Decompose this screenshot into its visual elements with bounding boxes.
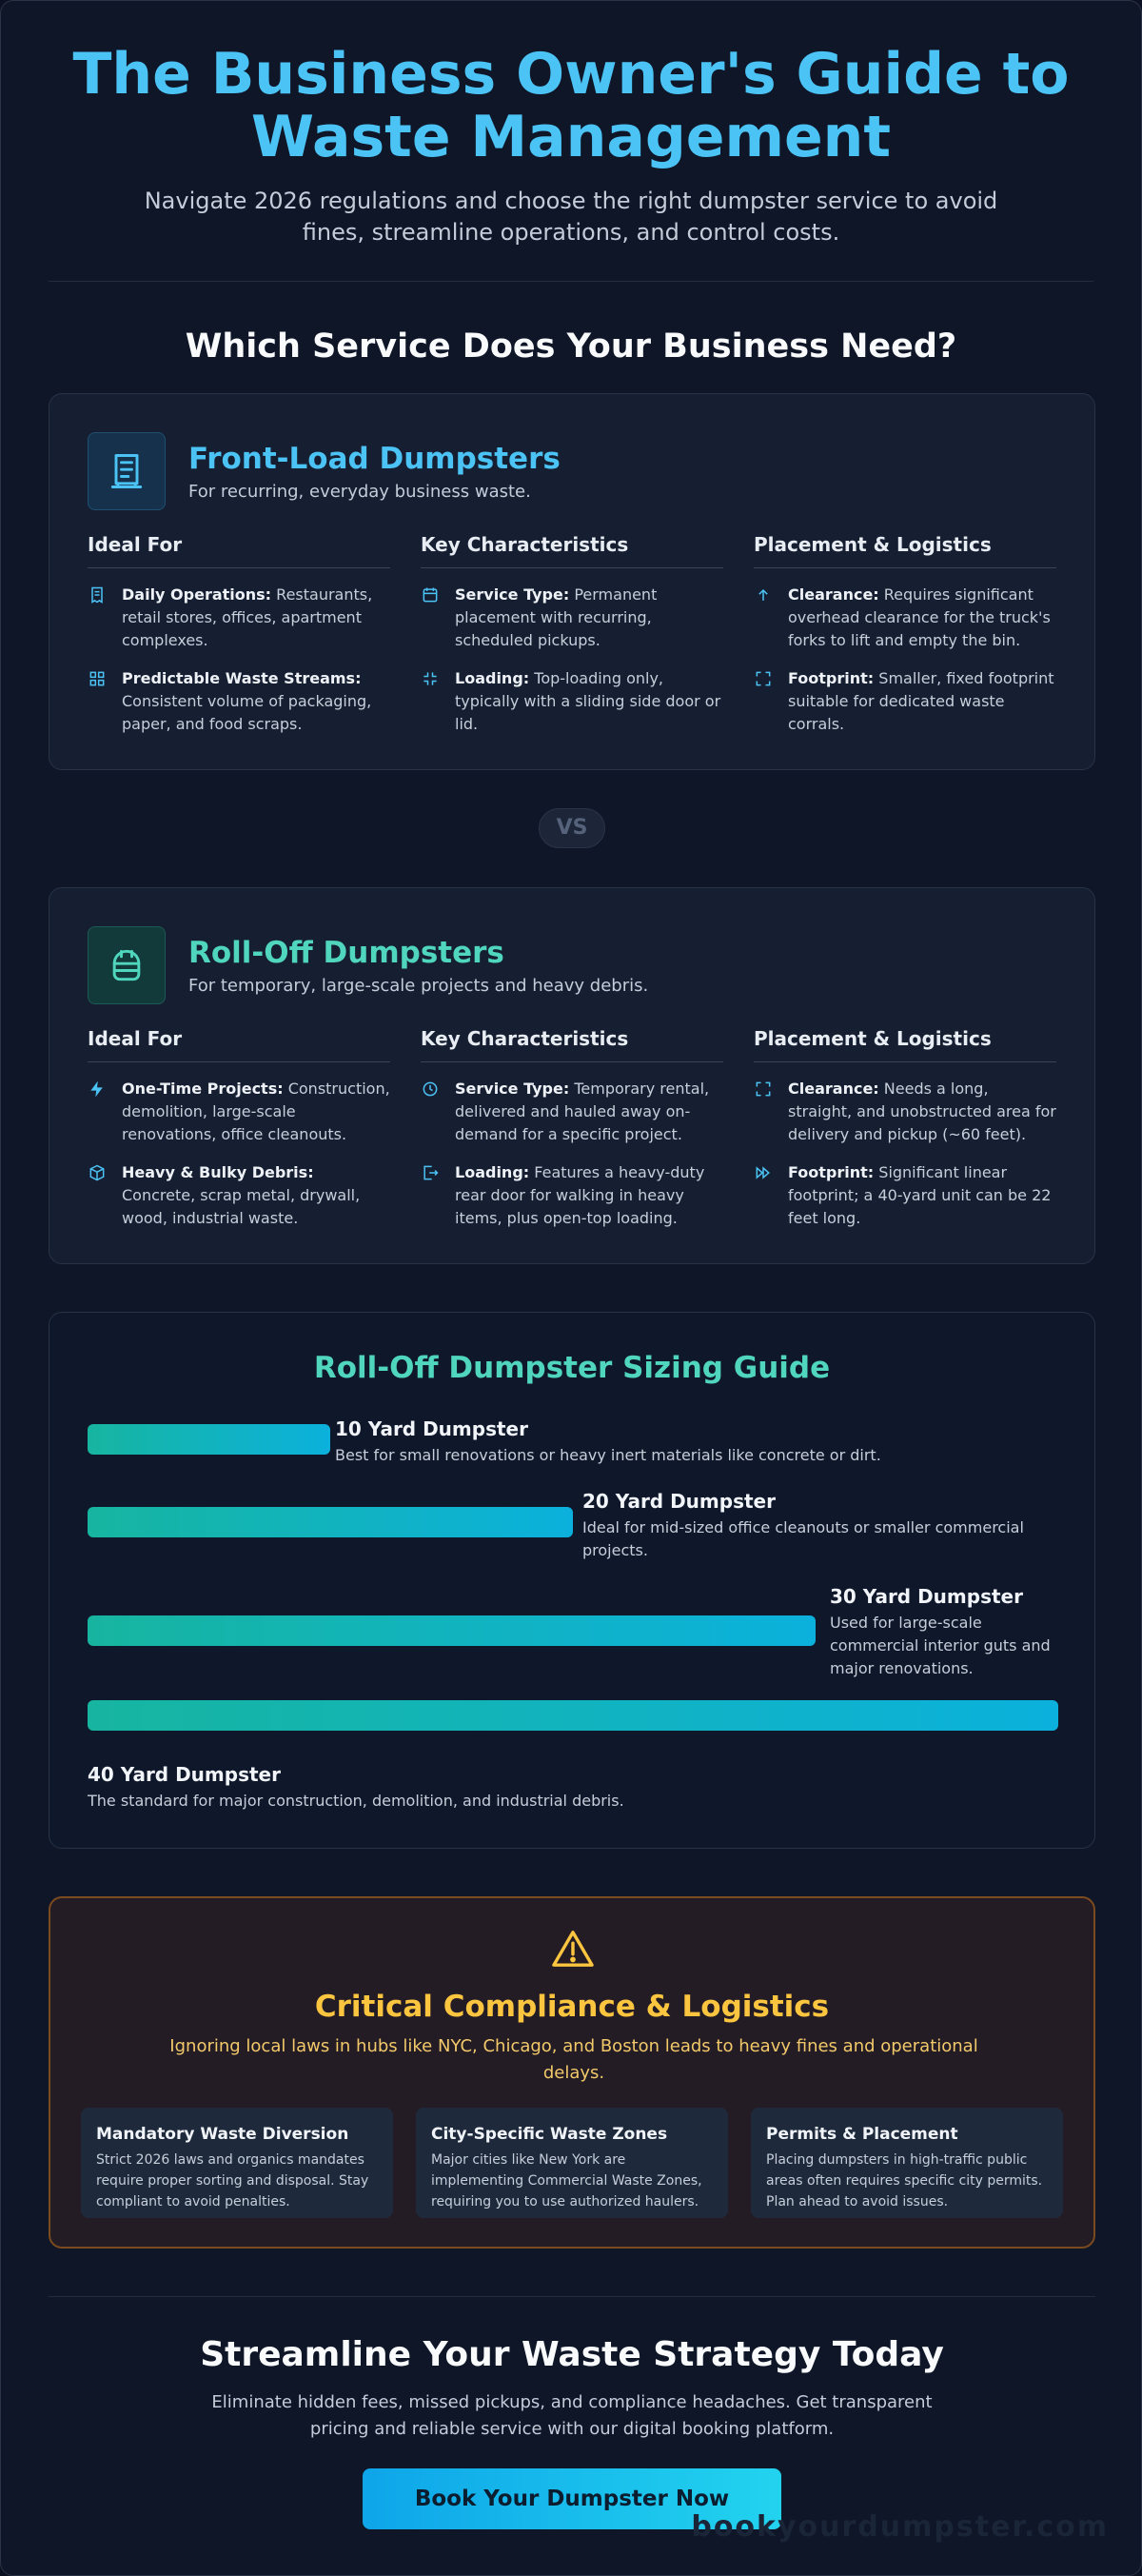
compliance-panel: Critical Compliance & Logistics Ignoring… [49,1896,1095,2249]
roll-off-card: Roll-Off Dumpsters For temporary, large-… [49,887,1095,1264]
front-load-col-placement: Placement & Logistics Clearance: Require… [754,533,1056,736]
hero: The Business Owner's Guide to Waste Mana… [1,1,1141,248]
size-label-20: 20 Yard Dumpster Ideal for mid-sized off… [582,1490,1024,1559]
compliance-title: Critical Compliance & Logistics [314,1990,830,2024]
column-heading: Placement & Logistics [754,533,1056,568]
arrow-up-icon [754,585,775,652]
lightning-icon [88,1080,108,1146]
front-load-col-characteristics: Key Characteristics Service Type: Perman… [421,533,723,736]
list-item: Footprint: Significant linear footprint;… [754,1161,1056,1230]
roll-off-title: Roll-Off Dumpsters [188,935,504,970]
list-item: Service Type: Permanent placement with r… [421,584,723,652]
cta-text: Eliminate hidden fees, missed pickups, a… [211,2392,933,2439]
column-heading: Key Characteristics [421,1027,723,1062]
expand-icon [754,669,775,736]
compliance-card: Permits & Placement Placing dumpsters in… [751,2108,1063,2218]
size-label-30: 30 Yard Dumpster Used for large-scale co… [830,1585,1051,1677]
divider [49,281,1093,282]
size-bar-10 [88,1424,330,1455]
services-title: Which Service Does Your Business Need? [185,327,957,366]
compress-icon [421,669,442,736]
expand-icon [754,1080,775,1146]
calendar-icon [421,585,442,652]
roll-off-col-placement: Placement & Logistics Clearance: Needs a… [754,1027,1056,1230]
sizing-guide: Roll-Off Dumpster Sizing Guide 10 Yard D… [49,1312,1095,1849]
warning-icon [551,1929,595,1972]
dumpster-icon [88,432,166,510]
list-item: Clearance: Needs a long, straight, and u… [754,1078,1056,1146]
front-load-title: Front-Load Dumpsters [188,441,561,476]
list-item: Service Type: Temporary rental, delivere… [421,1078,723,1146]
size-bar-40 [88,1700,1058,1731]
book-dumpster-button[interactable]: Book Your Dumpster Now [363,2468,781,2529]
cube-icon [88,1163,108,1230]
roll-off-subtitle: For temporary, large-scale projects and … [188,975,649,996]
column-heading: Key Characteristics [421,533,723,568]
list-item: Clearance: Requires significant overhead… [754,584,1056,652]
size-bar-30 [88,1615,816,1646]
clock-icon [421,1080,442,1146]
cta-title: Streamline Your Waste Strategy Today [200,2335,944,2374]
size-label-10: 10 Yard Dumpster Best for small renovati… [335,1417,881,1464]
vs-badge: VS [539,808,605,848]
list-item: Heavy & Bulky Debris: Concrete, scrap me… [88,1161,390,1230]
sizing-title: Roll-Off Dumpster Sizing Guide [313,1351,831,1385]
grid-icon [88,669,108,736]
size-bar-20 [88,1507,573,1537]
compliance-subtitle: Ignoring local laws in hubs like NYC, Ch… [169,2036,978,2083]
page-title: The Business Owner's Guide to Waste Mana… [72,41,1070,170]
fast-forward-icon [754,1163,775,1230]
receipt-icon [88,585,108,652]
list-item: One-Time Projects: Construction, demolit… [88,1078,390,1146]
column-heading: Ideal For [88,1027,390,1062]
roll-off-col-ideal: Ideal For One-Time Projects: Constructio… [88,1027,390,1230]
compliance-card: Mandatory Waste Diversion Strict 2026 la… [81,2108,393,2218]
column-heading: Placement & Logistics [754,1027,1056,1062]
roll-off-col-characteristics: Key Characteristics Service Type: Tempor… [421,1027,723,1230]
container-icon [88,926,166,1004]
column-heading: Ideal For [88,533,390,568]
list-item: Loading: Features a heavy-duty rear door… [421,1161,723,1230]
compliance-card: City-Specific Waste Zones Major cities l… [416,2108,728,2218]
list-item: Predictable Waste Streams: Consistent vo… [88,667,390,736]
front-load-card: Front-Load Dumpsters For recurring, ever… [49,393,1095,770]
list-item: Loading: Top-loading only, typically wit… [421,667,723,736]
list-item: Footprint: Smaller, fixed footprint suit… [754,667,1056,736]
front-load-subtitle: For recurring, everyday business waste. [188,481,531,502]
list-item: Daily Operations: Restaurants, retail st… [88,584,390,652]
front-load-col-ideal: Ideal For Daily Operations: Restaurants,… [88,533,390,736]
cta-section: Streamline Your Waste Strategy Today Eli… [49,2296,1095,2529]
watermark: bookyourdumpster.com [691,2510,1109,2544]
page-subtitle: Navigate 2026 regulations and choose the… [144,188,998,246]
size-label-40: 40 Yard Dumpster The standard for major … [88,1763,624,1810]
door-icon [421,1163,442,1230]
